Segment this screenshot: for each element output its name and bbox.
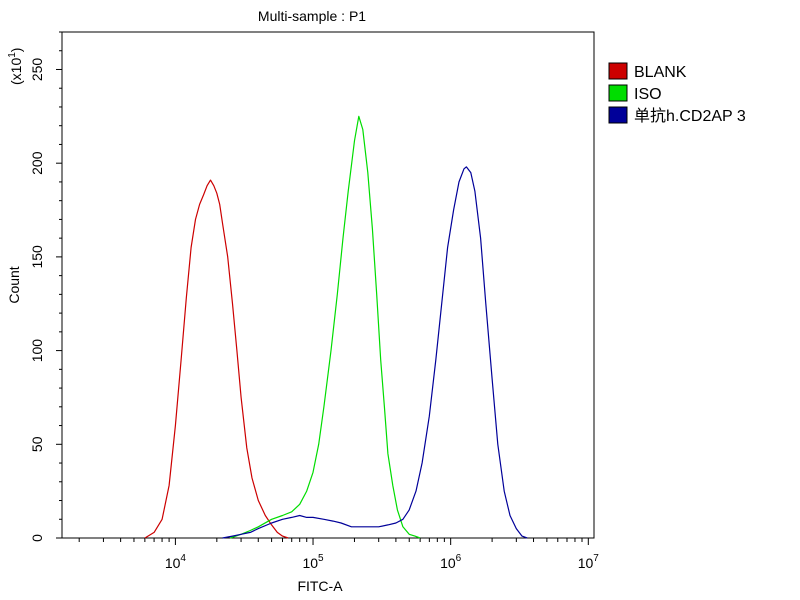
x-tick-label: 107 xyxy=(578,553,600,571)
x-tick-base: 10 xyxy=(302,555,318,571)
legend-swatch-1 xyxy=(608,62,628,80)
y-tick-label: 50 xyxy=(29,436,45,452)
x-tick-exp: 5 xyxy=(318,553,324,564)
series-line-3 xyxy=(222,166,528,539)
y-multiplier-close: ) xyxy=(8,48,24,53)
y-tick-label: 0 xyxy=(29,534,45,542)
y-tick-label-group: 150 xyxy=(29,245,45,269)
y-multiplier-exp: 1 xyxy=(7,52,18,58)
y-tick-label-group: 0 xyxy=(29,534,45,542)
y-tick-label-group: 100 xyxy=(29,339,45,363)
x-axis-title: FITC-A xyxy=(297,578,343,594)
y-tick-label-group: 200 xyxy=(29,151,45,175)
y-multiplier-base: (x10 xyxy=(8,58,24,85)
x-tick-label: 106 xyxy=(440,553,462,571)
x-tick-label: 104 xyxy=(165,553,187,571)
legend-label-2: ISO xyxy=(634,86,662,103)
series-lines xyxy=(144,115,528,539)
legend-label-3: 单抗h.CD2AP 3 xyxy=(634,107,746,125)
legend-label-1: BLANK xyxy=(634,64,687,81)
x-tick-base: 10 xyxy=(165,555,181,571)
y-tick-label: 200 xyxy=(29,151,45,175)
x-tick-exp: 4 xyxy=(180,553,186,564)
x-tick-label: 105 xyxy=(302,553,324,571)
y-tick-label-group: 250 xyxy=(29,58,45,82)
y-tick-label-group: 50 xyxy=(29,436,45,452)
legend-swatch-3 xyxy=(608,106,628,124)
legend-swatch-2 xyxy=(608,84,628,102)
chart-title: Multi-sample : P1 xyxy=(258,8,366,24)
y-axis-ticks: 0 50 100 150 200 250 xyxy=(29,31,62,542)
y-axis-title: Count xyxy=(6,266,22,303)
series-line-2 xyxy=(230,115,421,539)
x-tick-base: 10 xyxy=(578,555,594,571)
y-tick-label: 100 xyxy=(29,339,45,363)
legend: BLANK ISO 单抗h.CD2AP 3 xyxy=(608,62,746,125)
series-line-1 xyxy=(144,179,289,539)
x-axis-ticks: 104 105 106 107 xyxy=(78,538,600,571)
y-multiplier-label: (x101) xyxy=(7,48,24,85)
plot-frame xyxy=(61,31,595,539)
y-tick-label: 250 xyxy=(29,58,45,82)
x-tick-base: 10 xyxy=(440,555,456,571)
x-tick-exp: 7 xyxy=(593,553,599,564)
y-tick-label: 150 xyxy=(29,245,45,269)
x-tick-exp: 6 xyxy=(456,553,462,564)
